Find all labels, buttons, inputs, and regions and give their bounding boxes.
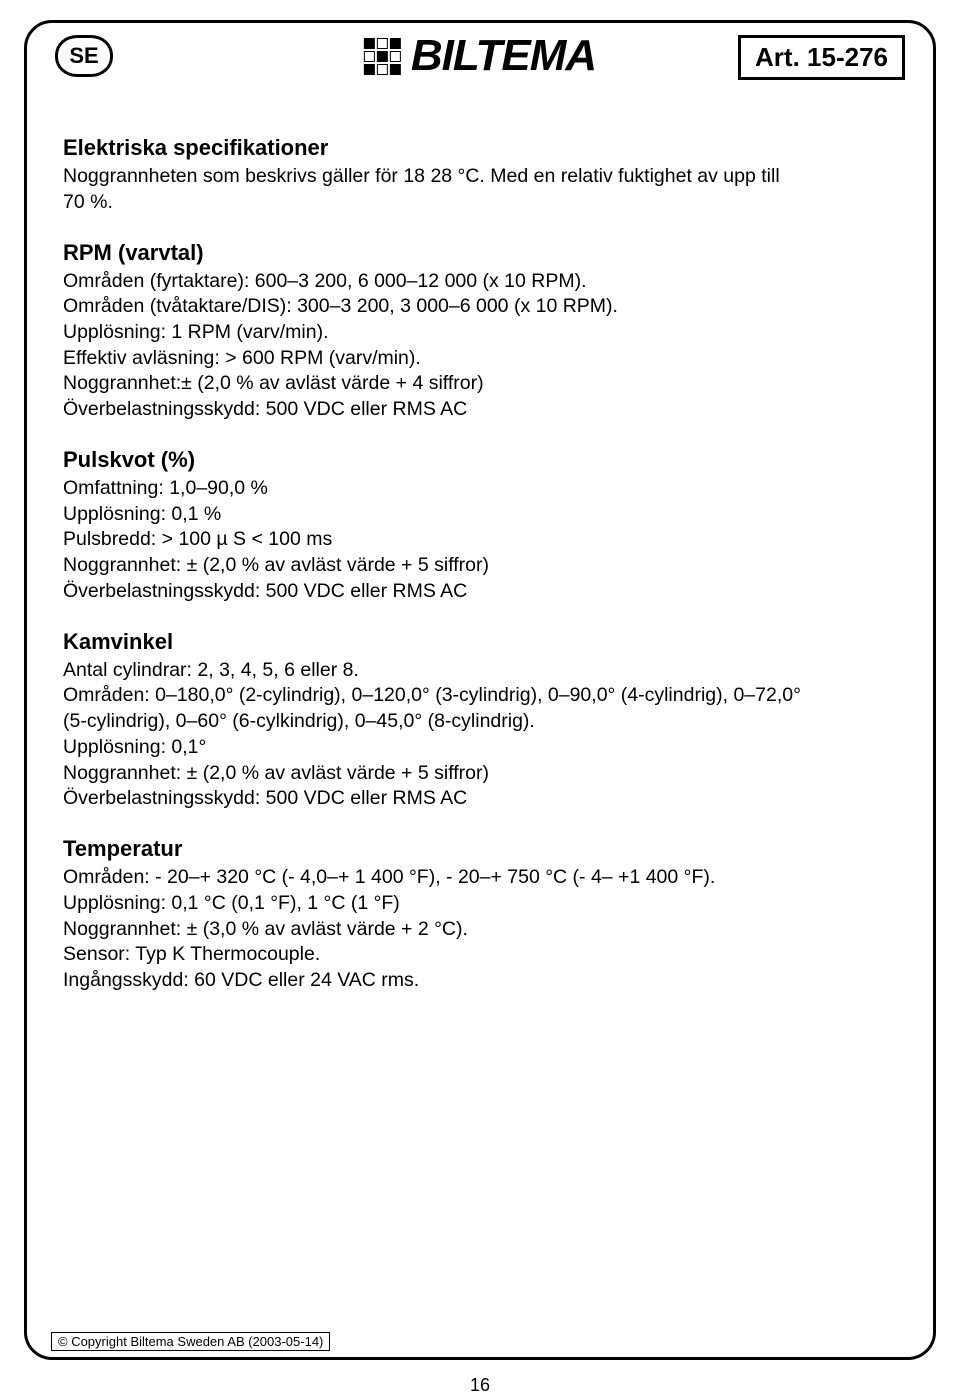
text-line: Noggrannhet: ± (2,0 % av avläst värde + …: [63, 553, 897, 579]
text-line: Antal cylindrar: 2, 3, 4, 5, 6 eller 8.: [63, 658, 897, 684]
text-line: Sensor: Typ K Thermocouple.: [63, 942, 897, 968]
text-line: Överbelastningsskydd: 500 VDC eller RMS …: [63, 397, 897, 423]
text-line: Noggrannheten som beskrivs gäller för 18…: [63, 164, 897, 190]
text-line: Noggrannhet: ± (2,0 % av avläst värde + …: [63, 761, 897, 787]
text-line: Omfattning: 1,0–90,0 %: [63, 476, 897, 502]
text-line: Upplösning: 0,1°: [63, 735, 897, 761]
text-line: Områden: - 20–+ 320 °C (- 4,0–+ 1 400 °F…: [63, 865, 897, 891]
page-frame: SE BILTEMA Art. 15-276 Elektriska specif…: [24, 20, 936, 1360]
text-line: Upplösning: 1 RPM (varv/min).: [63, 320, 897, 346]
section-title-temp: Temperatur: [63, 834, 897, 863]
text-line: Områden (tvåtaktare/DIS): 300–3 200, 3 0…: [63, 294, 897, 320]
checker-icon: [364, 38, 401, 75]
section-title-puls: Pulskvot (%): [63, 445, 897, 474]
text-line: Noggrannhet: ± (3,0 % av avläst värde + …: [63, 917, 897, 943]
content-body: Elektriska specifikationer Noggrannheten…: [27, 93, 933, 1004]
page-number: 16: [470, 1375, 490, 1396]
text-line: Noggrannhet:± (2,0 % av avläst värde + 4…: [63, 371, 897, 397]
text-line: Överbelastningsskydd: 500 VDC eller RMS …: [63, 579, 897, 605]
section-title-rpm: RPM (varvtal): [63, 238, 897, 267]
brand-logo: BILTEMA: [364, 31, 596, 81]
text-line: Överbelastningsskydd: 500 VDC eller RMS …: [63, 786, 897, 812]
section-title-kam: Kamvinkel: [63, 627, 897, 656]
text-line: Upplösning: 0,1 °C (0,1 °F), 1 °C (1 °F): [63, 891, 897, 917]
text-line: 70 %.: [63, 190, 897, 216]
brand-text: BILTEMA: [411, 31, 596, 81]
text-line: Effektiv avläsning: > 600 RPM (varv/min)…: [63, 346, 897, 372]
article-number-box: Art. 15-276: [738, 35, 905, 80]
header: SE BILTEMA Art. 15-276: [27, 23, 933, 93]
text-line: Ingångsskydd: 60 VDC eller 24 VAC rms.: [63, 968, 897, 994]
language-badge: SE: [55, 35, 113, 77]
text-line: Upplösning: 0,1 %: [63, 502, 897, 528]
text-line: Områden (fyrtaktare): 600–3 200, 6 000–1…: [63, 269, 897, 295]
copyright-box: © Copyright Biltema Sweden AB (2003-05-1…: [51, 1332, 330, 1351]
section-title-elec: Elektriska specifikationer: [63, 133, 897, 162]
text-line: Pulsbredd: > 100 µ S < 100 ms: [63, 527, 897, 553]
text-line: (5-cylindrig), 0–60° (6-cylkindrig), 0–4…: [63, 709, 897, 735]
text-line: Områden: 0–180,0° (2-cylindrig), 0–120,0…: [63, 683, 897, 709]
